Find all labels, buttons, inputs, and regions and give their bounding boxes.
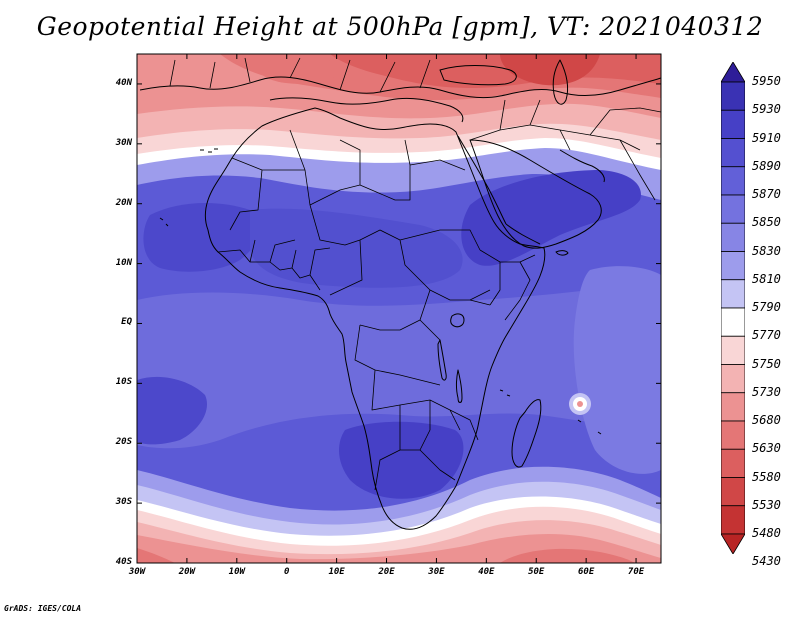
west-africa-borders (217, 239, 331, 291)
north-low-left (260, 56, 340, 84)
shaded-field (137, 54, 661, 563)
colorbar-level-label: 5830 (752, 243, 781, 258)
east-lighter (573, 266, 661, 474)
mediterranean-north (269, 97, 464, 123)
madagascar (511, 399, 542, 468)
lon-tick-label: 50E (528, 567, 545, 577)
colorbar-level-label: 5790 (752, 300, 781, 314)
lon-tick-label: 40E (478, 567, 495, 577)
colorbar-level-label: 5930 (752, 102, 781, 117)
colorbar (721, 62, 745, 554)
sw-ridge (137, 376, 208, 445)
lon-tick-label: 30W (128, 567, 146, 577)
north-band-5530 (500, 54, 600, 86)
lat-tick-label: 30N (115, 137, 132, 148)
colorbar-swatch (721, 505, 745, 535)
lat-tick-label: 40N (115, 77, 132, 88)
credit-text: GrADS: IGES/COLA (4, 604, 82, 613)
lon-tick-label: 10E (328, 567, 345, 577)
southern-ridge (338, 421, 464, 499)
south-low-se (500, 548, 635, 563)
colorbar-level-label: 5770 (752, 328, 781, 343)
lon-tick-label: 30E (428, 567, 445, 577)
colorbar-level-label: 5850 (752, 215, 781, 230)
colorbar-swatch (721, 251, 745, 281)
colorbar-level-label: 5870 (752, 187, 781, 201)
lat-tick-label: 40S (115, 557, 132, 567)
colorbar-swatch (721, 420, 745, 450)
island-anomaly-inner (577, 401, 583, 407)
caspian-sea (552, 59, 569, 105)
colorbar-swatch (721, 477, 745, 507)
cape-verde (159, 217, 169, 227)
ridge-5870-west (143, 203, 261, 272)
colorbar-level-label: 5480 (752, 526, 781, 540)
ridge-central (250, 208, 463, 288)
canary-islands (200, 148, 218, 153)
colorbar-swatch (721, 62, 745, 83)
lat-tick-label: 30S (115, 497, 132, 508)
lon-tick-label: 10W (228, 567, 245, 577)
europe-borders (169, 57, 431, 93)
sahara-borders (229, 129, 491, 491)
lon-tick-label: 0 (283, 567, 290, 577)
socotra-island (555, 250, 569, 256)
colorbar-swatch (721, 533, 745, 554)
lat-tick-label: 20S (115, 437, 132, 448)
lat-tick-label: 20N (115, 197, 132, 208)
lon-tick-label: 20E (378, 567, 395, 577)
colorbar-level-label: 5580 (752, 469, 781, 484)
colorbar-level-label: 5910 (752, 130, 781, 145)
colorbar-level-label: 5430 (752, 554, 781, 569)
horn-borders (469, 249, 536, 321)
lat-tick-label: 10S (115, 377, 132, 388)
mascarene-islands (577, 419, 602, 435)
colorbar-level-label: 5810 (752, 271, 781, 286)
colorbar-level-label: 5680 (752, 413, 781, 427)
lake-victoria (450, 313, 465, 328)
persian-gulf (559, 149, 605, 183)
colorbar-level-label: 5630 (752, 441, 781, 456)
colorbar-swatch (721, 392, 745, 422)
map-title: Geopotential Height at 500hPa [gpm], VT:… (36, 12, 764, 41)
africa-coastline (204, 107, 546, 530)
comoros (499, 389, 511, 397)
coastlines (139, 57, 662, 530)
colorbar-level-label: 5530 (752, 497, 781, 512)
lon-tick-label: 20W (178, 567, 196, 577)
south-low-sw (137, 548, 175, 563)
colorbar-swatch (721, 138, 745, 168)
colorbar-swatch (721, 279, 745, 309)
lake-tanganyika (437, 339, 447, 381)
lon-tick-label: 70E (627, 567, 645, 577)
colorbar-level-label: 5750 (752, 356, 781, 371)
equatorial-5850 (137, 280, 661, 449)
axis-ticks (136, 54, 661, 564)
colorbar-swatch (721, 335, 745, 365)
colorbar-swatch (721, 194, 745, 224)
colorbar-swatch (721, 448, 745, 478)
red-sea (457, 135, 507, 225)
lat-tick-label: 10N (115, 257, 132, 268)
colorbar-level-label: 5950 (752, 74, 781, 88)
colorbar-swatch (721, 307, 745, 337)
black-sea (439, 65, 517, 86)
arabian-peninsula (469, 139, 602, 249)
horn-of-africa (505, 223, 541, 245)
europe-coast (139, 76, 662, 99)
ridge-5870 (461, 170, 641, 266)
colorbar-swatch (721, 109, 745, 139)
lat-tick-label: EQ (121, 317, 132, 328)
colorbar-swatch (721, 222, 745, 252)
lon-tick-label: 60E (578, 567, 595, 577)
lake-malawi (456, 369, 463, 403)
colorbar-swatch (721, 81, 745, 111)
mideast-borders (469, 99, 662, 201)
colorbar-swatch (721, 364, 745, 394)
colorbar-swatch (721, 166, 745, 196)
colorbar-level-label: 5730 (752, 384, 781, 399)
map-frame (136, 53, 662, 564)
colorbar-level-label: 5890 (752, 158, 781, 173)
